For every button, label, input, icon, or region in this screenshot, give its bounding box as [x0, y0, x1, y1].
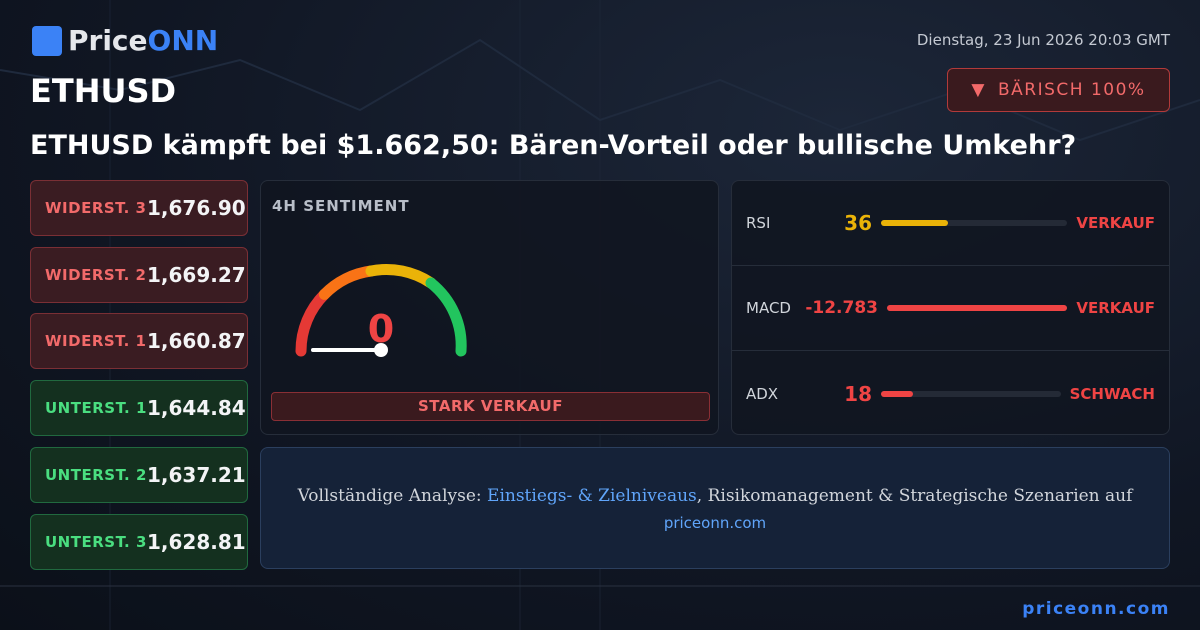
- level-label: UNTERST. 3: [45, 533, 147, 551]
- indicator-value: 36: [844, 211, 872, 235]
- indicator-name: RSI: [746, 214, 771, 232]
- level: WIDERST. 2 1,669.27: [30, 247, 248, 303]
- level-label: WIDERST. 3: [45, 199, 147, 217]
- cta-panel: Vollständige Analyse: Einstiegs- & Zieln…: [260, 447, 1170, 569]
- level-value: 1,644.84: [147, 396, 246, 420]
- cta-url[interactable]: priceonn.com: [663, 514, 767, 532]
- brand: Price: [68, 24, 148, 57]
- level: WIDERST. 3 1,676.90: [30, 180, 248, 236]
- level-label: WIDERST. 2: [45, 266, 147, 284]
- indicator-value: 18: [844, 381, 872, 406]
- level-value: 1,637.21: [147, 463, 246, 487]
- gauge: [295, 264, 467, 357]
- brand: ONN: [147, 24, 219, 57]
- indicator-bar: [887, 305, 1067, 311]
- indicator-value: -12.783: [805, 298, 878, 318]
- level-label: UNTERST. 2: [45, 466, 147, 484]
- level: UNTERST. 3 1,628.81: [30, 514, 248, 570]
- level: UNTERST. 1 1,644.84: [30, 380, 248, 436]
- level-value: 1,628.81: [147, 530, 246, 554]
- indicator-name: MACD: [746, 299, 791, 317]
- indicator-row: RSI 36 VERKAUF: [732, 181, 1169, 266]
- badge-text: BÄRISCH 100%: [998, 80, 1146, 100]
- cta-rest: , Risikomanagement & Strategische Szenar…: [696, 486, 1133, 506]
- down-arrow: ▼: [971, 80, 986, 100]
- indicator-bar: [881, 220, 948, 226]
- cta-lead: Vollständige Analyse:: [297, 486, 488, 506]
- indicator-bar: [881, 390, 914, 397]
- indicator-signal: VERKAUF: [1076, 299, 1155, 317]
- level-value: 1,676.90: [147, 196, 246, 220]
- sentiment-panel: 4H SENTIMENT 0 STARK VERKAUF: [260, 180, 719, 435]
- logo: Price ONN: [32, 24, 218, 57]
- indicator-track: [881, 220, 1067, 226]
- sentiment-label: STARK VERKAUF: [271, 392, 710, 421]
- level: UNTERST. 2 1,637.21: [30, 447, 248, 503]
- level-label: UNTERST. 1: [45, 399, 147, 417]
- indicator-row: ADX 18 SCHWACH: [732, 351, 1169, 436]
- indicator-track: [881, 390, 1061, 397]
- level-value: 1,660.87: [147, 329, 246, 353]
- indicator-signal: VERKAUF: [1076, 214, 1155, 232]
- level-label: WIDERST. 1: [45, 332, 147, 350]
- cta-text: Vollständige Analyse: Einstiegs- & Zieln…: [261, 486, 1169, 506]
- indicator-name: ADX: [746, 384, 779, 403]
- indicator-track: [887, 305, 1067, 311]
- sentiment-title: 4H SENTIMENT: [272, 197, 410, 215]
- indicators-panel: RSI 36 VERKAUF MACD -12.783 VERKAUF ADX …: [731, 180, 1170, 435]
- level-value: 1,669.27: [147, 263, 246, 287]
- indicator-signal: SCHWACH: [1069, 384, 1155, 403]
- cta-link[interactable]: Einstiegs- & Zielniveaus: [487, 486, 697, 506]
- symbol: ETHUSD: [30, 72, 177, 110]
- headline: ETHUSD kämpft bei $1.662,50: Bären-Vorte…: [30, 130, 1077, 161]
- indicator-row: MACD -12.783 VERKAUF: [732, 266, 1169, 351]
- sentiment-value: 0: [367, 307, 395, 351]
- footer-url: priceonn.com: [1022, 599, 1170, 619]
- level: WIDERST. 1 1,660.87: [30, 313, 248, 369]
- logo-icon: [32, 25, 62, 56]
- date: Dienstag, 23 Jun 2026 20:03 GMT: [916, 31, 1170, 49]
- badge: ▼ BÄRISCH 100%: [947, 68, 1170, 112]
